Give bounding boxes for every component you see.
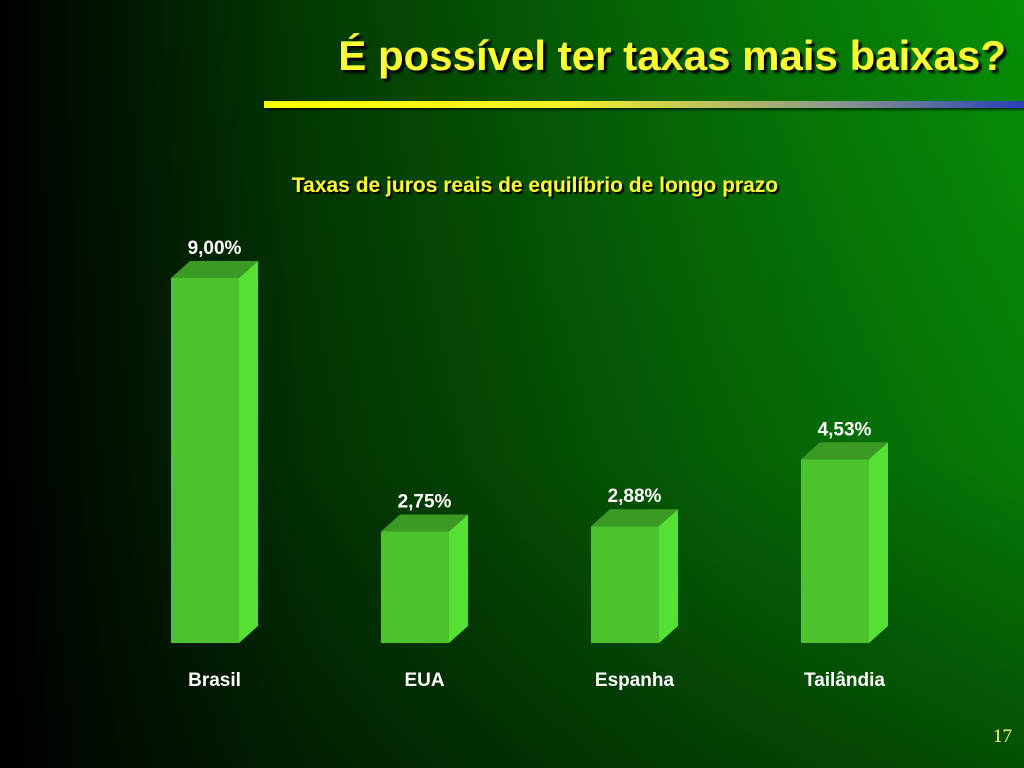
bar-top-tailandia	[801, 442, 888, 460]
bar-front-eua	[381, 531, 449, 643]
data-label-espanha: 2,88%	[608, 486, 662, 507]
bar-front-brasil	[171, 278, 239, 643]
chart-title: Taxas de juros reais de equilíbrio de lo…	[291, 174, 779, 197]
data-label-brasil: 9,00%	[188, 238, 242, 259]
bar-brasil: 9,00% Brasil	[171, 238, 258, 691]
bar-side-brasil	[239, 261, 258, 643]
bars-group: 9,00% Brasil 2,75% EUA 2,88% Espanha 4,53% Tail…	[171, 238, 888, 691]
category-label-brasil: Brasil	[188, 670, 241, 691]
category-label-espanha: Espanha	[595, 670, 675, 691]
category-label-tailandia: Tailândia	[804, 670, 885, 691]
title-underline	[264, 101, 1024, 108]
bar-top-espanha	[591, 509, 678, 527]
page-number: 17	[993, 726, 1012, 747]
bar-side-tailandia	[869, 442, 888, 643]
bar-tailandia: 4,53% Tailândia	[801, 419, 888, 691]
bar-top-eua	[381, 514, 468, 532]
data-label-eua: 2,75%	[398, 491, 452, 512]
bar-side-eua	[449, 514, 468, 643]
bar-front-espanha	[591, 526, 659, 643]
bar-side-espanha	[659, 509, 678, 643]
bar-eua: 2,75% EUA	[381, 491, 468, 691]
data-label-tailandia: 4,53%	[818, 419, 872, 440]
category-label-eua: EUA	[404, 670, 444, 691]
slide-title: É possível ter taxas mais baixas?	[338, 32, 1006, 79]
bar-front-tailandia	[801, 459, 869, 643]
bar-top-brasil	[171, 261, 258, 278]
bar-espanha: 2,88% Espanha	[591, 486, 678, 691]
